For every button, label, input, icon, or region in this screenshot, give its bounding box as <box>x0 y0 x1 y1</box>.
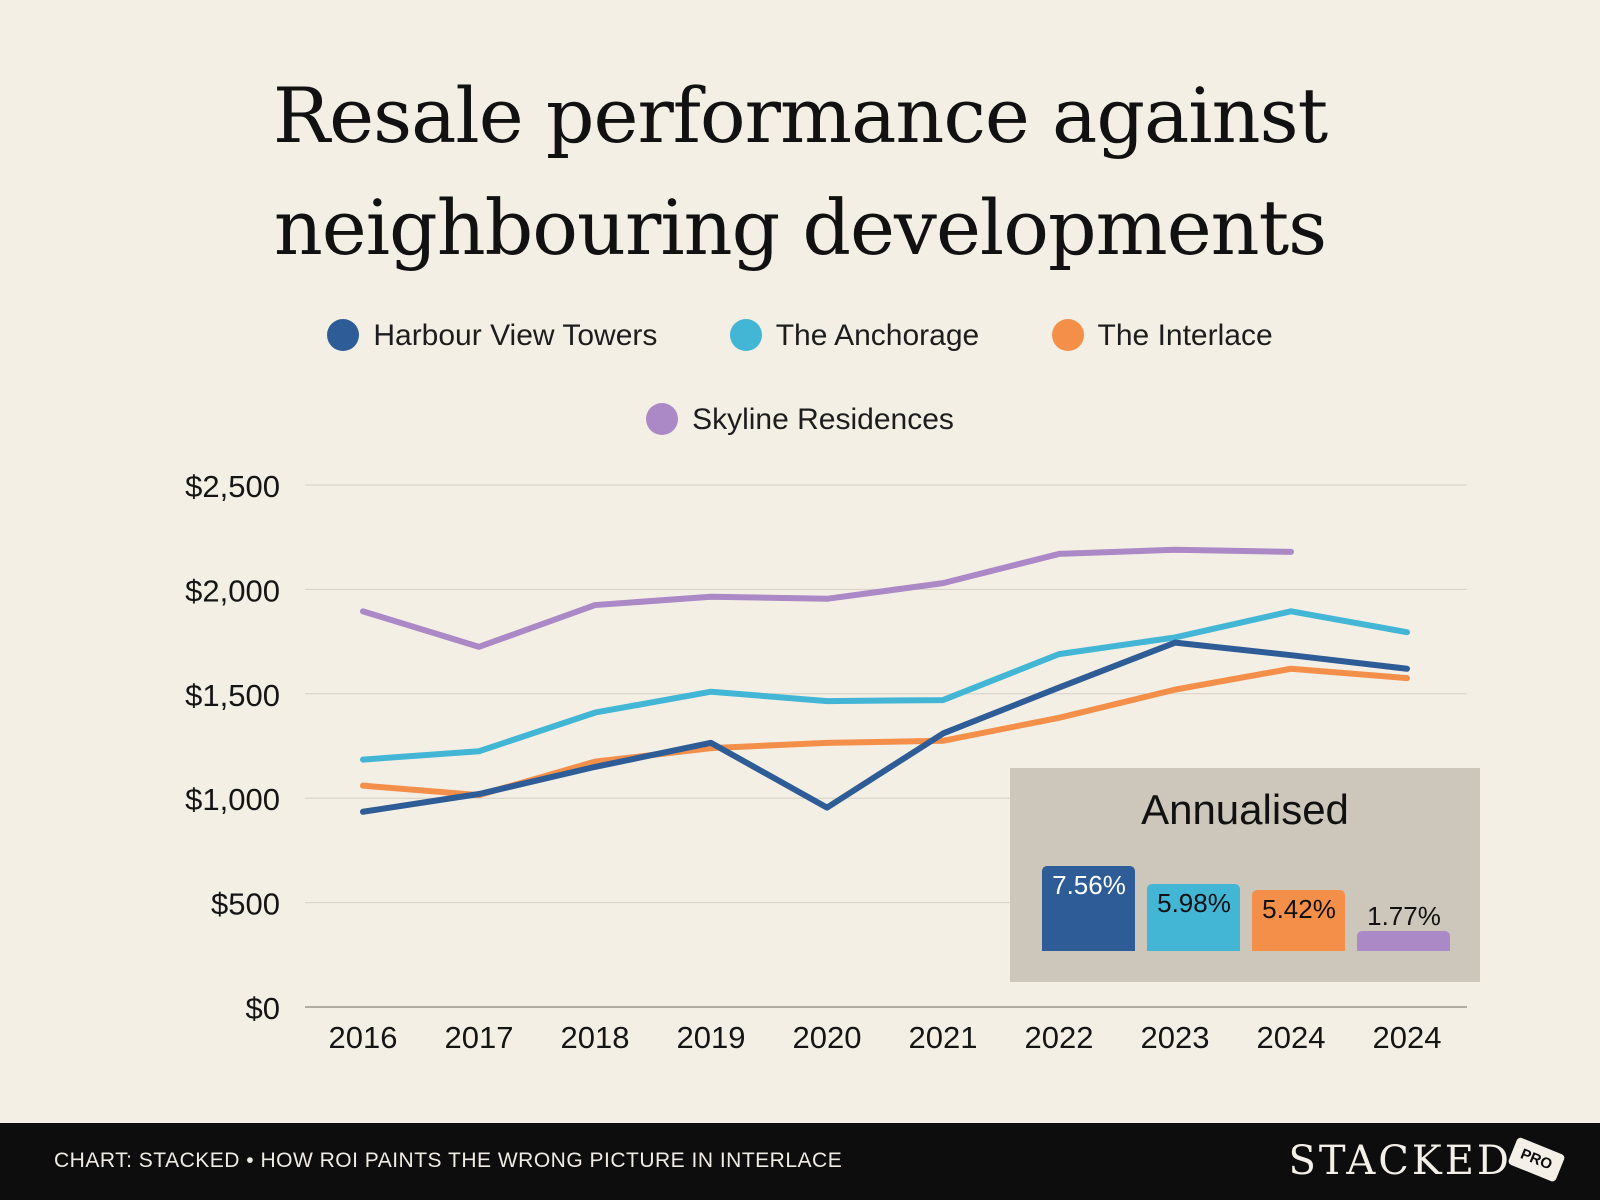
x-tick-label: 2017 <box>445 1020 514 1055</box>
chart-title-line-1: Resale performance against <box>272 71 1328 160</box>
x-tick-label: 2019 <box>677 1020 746 1055</box>
legend-dot-the-anchorage <box>729 319 762 352</box>
legend-label: The Anchorage <box>775 319 980 353</box>
x-tick-label: 2023 <box>1141 1020 1210 1055</box>
legend-row-1: Harbour View Towers The Anchorage The In… <box>0 318 1600 353</box>
y-tick-label: $1,500 <box>185 678 280 713</box>
stacked-logo: STACKED <box>1288 1138 1512 1184</box>
y-tick-label: $0 <box>246 991 280 1026</box>
annualised-bar-label: 5.42% <box>1262 894 1336 925</box>
footer: CHART: STACKED • HOW ROI PAINTS THE WRON… <box>0 1123 1600 1200</box>
legend-dot-skyline-residences <box>646 403 679 436</box>
annualised-bar-skyline-residences <box>1357 931 1450 951</box>
footer-caption: CHART: STACKED • HOW ROI PAINTS THE WRON… <box>54 1149 843 1172</box>
series-line-harbour-view-towers <box>360 639 1410 815</box>
annualised-title: Annualised <box>1141 786 1349 833</box>
series-line-the-anchorage <box>360 608 1410 763</box>
annualised-bar-label: 7.56% <box>1052 870 1126 900</box>
y-tick-label: $500 <box>211 887 280 922</box>
legend-item-the-interlace: The Interlace <box>1051 319 1273 353</box>
legend-item-skyline-residences: Skyline Residences <box>646 403 954 437</box>
annualised-bar-the-anchorage <box>1147 883 1240 951</box>
series-line-skyline-residences <box>360 546 1294 650</box>
chart-title: Resale performance against neighbouring … <box>0 60 1600 284</box>
x-tick-label: 2024 <box>1257 1020 1326 1055</box>
legend-label: The Interlace <box>1097 319 1273 353</box>
legend-row-2: Skyline Residences <box>0 402 1600 437</box>
x-tick-label: 2020 <box>793 1020 862 1055</box>
annualised-bar-the-interlace <box>1252 890 1345 951</box>
chart-title-line-2: neighbouring developments <box>273 183 1327 272</box>
x-tick-label: 2024 <box>1373 1020 1442 1055</box>
legend-label: Skyline Residences <box>692 403 954 437</box>
x-tick-label: 2016 <box>329 1020 398 1055</box>
legend-item-harbour-view-towers: Harbour View Towers <box>327 319 657 353</box>
pro-badge: PRO <box>1507 1136 1566 1183</box>
annualised-panel: Annualised 7.56% 5.98% 5.42% 1.77% <box>1010 768 1480 982</box>
annualised-bar-harbour-view-towers <box>1042 866 1135 951</box>
y-tick-label: $2,000 <box>185 573 280 608</box>
x-tick-label: 2018 <box>561 1020 630 1055</box>
y-tick-label: $2,500 <box>185 469 280 504</box>
legend-dot-harbour-view-towers <box>327 319 360 352</box>
annualised-bar-label: 5.98% <box>1157 887 1231 918</box>
x-tick-label: 2021 <box>909 1020 978 1055</box>
legend-item-the-anchorage: The Anchorage <box>729 319 980 353</box>
legend-dot-the-interlace <box>1051 319 1084 352</box>
legend-label: Harbour View Towers <box>373 319 658 353</box>
y-tick-label: $1,000 <box>185 782 280 817</box>
annualised-bar-label: 1.77% <box>1367 901 1441 931</box>
x-tick-label: 2022 <box>1025 1020 1094 1055</box>
